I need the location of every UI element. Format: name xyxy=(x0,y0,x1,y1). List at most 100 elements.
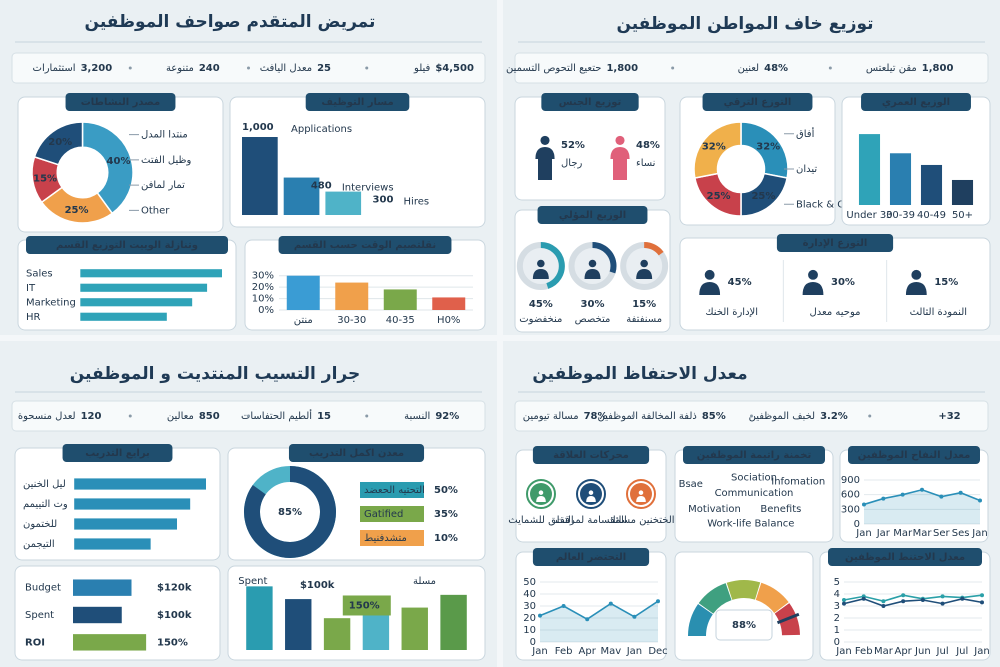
cloud-word: Work-life Balance xyxy=(707,519,794,530)
slice-label: 25% xyxy=(65,205,89,216)
kpi-separator xyxy=(828,66,832,70)
slice-name: أفاق xyxy=(796,127,815,140)
bar xyxy=(285,599,312,650)
kpi-label: ذلفة المخالفة الموظفين xyxy=(598,411,697,422)
kpi-value: 120 xyxy=(81,411,102,422)
bar xyxy=(440,594,467,650)
x-tick-label: Mar xyxy=(874,646,894,657)
line-point xyxy=(656,599,660,604)
panel-title: الوزيع العمري xyxy=(882,97,950,108)
panel-title: توزيع الجنس xyxy=(559,97,622,108)
cloud-word: Communication xyxy=(715,488,794,499)
person-icon xyxy=(532,269,549,279)
bar xyxy=(920,164,943,205)
cloud-word: Benefits xyxy=(760,504,801,515)
x-tick-label: Jan xyxy=(626,646,642,657)
person-icon xyxy=(911,269,922,280)
kpi-separator xyxy=(671,66,675,70)
y-tick-label: 50 xyxy=(523,577,536,588)
funnel-bar xyxy=(242,137,278,215)
bar-label: Sales xyxy=(26,268,53,279)
kpi-label: حتعيع التحوص التسمين xyxy=(506,63,601,74)
budget-bar xyxy=(73,606,122,624)
people-value: 15% xyxy=(934,277,958,288)
driver-name: المقسامة لمرقت xyxy=(555,515,626,526)
panel-header xyxy=(776,234,894,252)
kpi-separator xyxy=(247,414,250,418)
line-point xyxy=(900,492,905,497)
budget-label: Budget xyxy=(25,583,61,594)
slice-label: 15% xyxy=(33,173,57,184)
x-tick-label: Mar xyxy=(893,528,913,539)
panel-title: معدل النفاح الموظفين xyxy=(858,450,971,461)
panel-header xyxy=(305,93,410,111)
bar xyxy=(246,586,273,650)
panel-title: التوزع الترقي xyxy=(724,97,792,108)
x-tick-label: Mar xyxy=(913,528,933,539)
bar xyxy=(323,618,351,650)
panel-title: برايع التدريب xyxy=(85,448,150,459)
kpi-label: النسبة xyxy=(404,411,430,422)
x-tick-label: Ser xyxy=(933,528,951,539)
line-point xyxy=(920,598,925,602)
panel-header xyxy=(288,444,425,462)
x-tick-label: Jan xyxy=(855,528,871,539)
x-tick-label: Feb xyxy=(855,646,873,657)
person-icon xyxy=(538,490,544,495)
slice-label: 25% xyxy=(751,191,775,202)
kpi-value: 1,800 xyxy=(922,63,954,74)
kpi-value: 15 xyxy=(317,411,331,422)
line-point xyxy=(862,502,866,507)
kpi-value: 3,200 xyxy=(81,63,113,74)
person-icon xyxy=(610,147,630,159)
bar xyxy=(401,607,428,650)
slice-name: Other xyxy=(141,205,170,216)
person-icon xyxy=(808,269,818,280)
panel-title: مصدر النشاطات xyxy=(81,97,160,108)
people-value: 30% xyxy=(831,277,855,288)
x-tick-label: Jar xyxy=(876,528,891,539)
avatar-value: 15% xyxy=(632,299,656,310)
line-area xyxy=(864,489,980,524)
person-icon xyxy=(636,496,646,502)
y-tick-label: 1 xyxy=(834,625,840,636)
budget-label: ROI xyxy=(25,637,45,648)
kpi-separator xyxy=(365,414,369,418)
funnel-value: 480 xyxy=(311,181,332,192)
funnel-category: Interviews xyxy=(342,183,394,194)
legend-value: 35% xyxy=(434,509,458,520)
x-tick-label: Ses xyxy=(952,528,970,539)
ring-arc xyxy=(244,466,336,558)
bar xyxy=(286,275,320,310)
ring-value: 85% xyxy=(278,507,302,518)
person-icon xyxy=(704,269,715,280)
line-point xyxy=(881,599,886,604)
panel-title: تخمنة راتيمة الموظفين xyxy=(697,450,812,461)
panel-title: التوزع الإدارة xyxy=(803,238,868,249)
kpi-label: لعدل منسحوة xyxy=(18,411,76,422)
bar xyxy=(951,179,974,205)
avatar-name: مسنفتفة xyxy=(626,314,662,325)
panel-title: معدل الاحتنط الموظفين xyxy=(845,552,965,563)
line-point xyxy=(901,593,906,598)
gauge-band xyxy=(698,583,732,614)
budget-label: Spent xyxy=(25,610,54,621)
person-icon xyxy=(540,135,550,145)
bar xyxy=(74,538,151,550)
y-tick-label: 30 xyxy=(523,601,536,612)
line xyxy=(843,597,983,607)
line-point xyxy=(980,600,984,605)
bar xyxy=(889,153,912,205)
x-tick-label: Jul xyxy=(955,646,968,657)
avatar-value: 45% xyxy=(529,299,553,310)
panel-title: نقلتصيم الوقت حسب القسم xyxy=(294,240,436,251)
legend-box xyxy=(360,506,424,522)
kpi-value: 78% xyxy=(584,411,608,422)
y-tick-label: 30% xyxy=(252,271,274,282)
gauge-box xyxy=(715,609,773,641)
x-tick-label: 30-39 xyxy=(886,210,915,221)
person-icon xyxy=(584,269,601,279)
budget-bar xyxy=(73,634,147,651)
slice-name: وظيل الفتث xyxy=(141,155,191,166)
kpi-label: مسالة تيومين xyxy=(523,411,579,422)
